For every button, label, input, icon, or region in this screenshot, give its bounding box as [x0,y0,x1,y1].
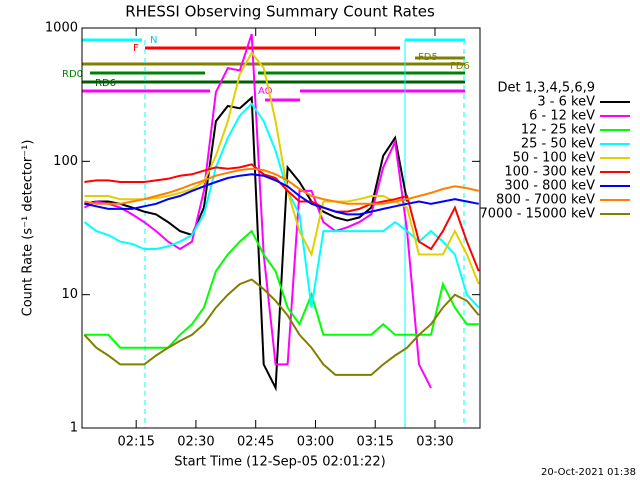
legend-label: 300 - 800 keV [504,179,595,194]
flag-label: RD6 [95,78,116,89]
flag-label: RD0 [62,69,83,80]
flag-label: AO [258,86,273,97]
x-tick-label: 02:45 [237,435,274,450]
flag-label: F [133,43,139,54]
flag-bars: N F FD5 FD6 RD0 RD6 AO [62,35,470,428]
flag-label: N [150,35,157,46]
y-axis-label: Count Rate (s⁻¹ detector⁻¹) [21,140,36,317]
series-line [84,51,480,285]
flag-label: FD5 [418,52,438,63]
legend-label: 50 - 100 keV [513,151,596,166]
series-line [83,278,480,376]
legend-label: 25 - 50 keV [521,137,595,152]
y-tick-label: 1000 [45,21,78,36]
legend-label: 800 - 7000 keV [496,193,595,208]
series-line [84,95,409,392]
legend-title: Det 1,3,4,5,6,9 [497,81,595,96]
series-line [84,173,479,216]
series-line [84,229,479,349]
x-tick-label: 03:30 [416,435,453,450]
x-tick-label: 02:30 [177,435,214,450]
y-tick-label: 1 [70,421,78,436]
y-tick-label: 100 [53,154,78,169]
series-line [84,167,480,205]
legend-label: 6 - 12 keV [529,109,595,124]
x-axis-label: Start Time (12-Sep-05 02:01:22) [174,455,385,470]
legend-label: 7000 - 15000 keV [480,207,596,222]
series-line [83,102,480,309]
footer: 20-Oct-2021 01:38 [541,467,636,478]
x-tick-label: 03:00 [297,435,334,450]
flag-label: FD6 [450,61,470,72]
x-tick-label: 03:15 [356,435,393,450]
y-tick-label: 10 [61,287,78,302]
legend-label: 12 - 25 keV [521,123,595,138]
x-tick-label: 02:15 [117,435,154,450]
chart-title: RHESSI Observing Summary Count Rates [125,3,435,21]
legend-label: 3 - 6 keV [537,95,595,110]
plot-frame [81,27,481,429]
legend-label: 100 - 300 keV [504,165,595,180]
series-line [83,33,432,389]
